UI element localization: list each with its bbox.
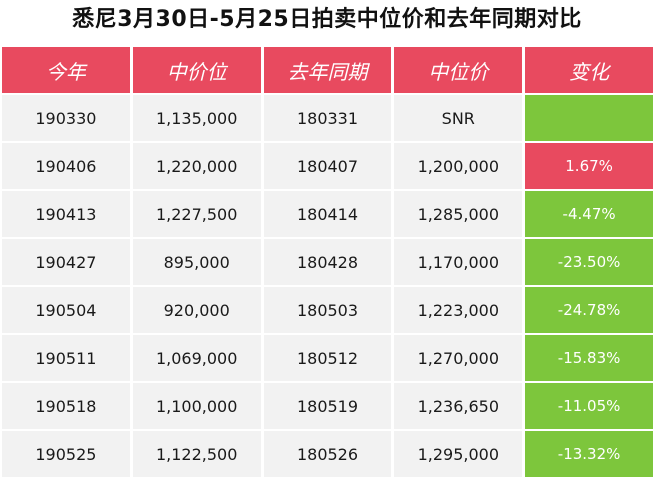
table-row: 190518 1,100,000 180519 1,236,650 -11.05% (2, 383, 653, 429)
comparison-table: 今年 中价位 去年同期 中位价 变化 190330 1,135,000 180331… (0, 45, 654, 479)
table-row: 190330 1,135,000 180331 SNR (2, 95, 653, 141)
cell-change: -15.83% (525, 335, 653, 381)
cell-last-year-median: 1,170,000 (394, 239, 523, 285)
cell-last-year-date: 180428 (263, 239, 392, 285)
cell-this-year-date: 190504 (2, 287, 130, 333)
cell-median-price: 1,069,000 (132, 335, 261, 381)
cell-change: -13.32% (525, 431, 653, 477)
table-body: 190330 1,135,000 180331 SNR 190406 1,220,000 1… (2, 95, 653, 477)
table-row: 190413 1,227,500 180414 1,285,000 -4.47% (2, 191, 653, 237)
cell-last-year-date: 180526 (263, 431, 392, 477)
cell-median-price: 920,000 (132, 287, 261, 333)
cell-change: -24.78% (525, 287, 653, 333)
cell-median-price: 1,100,000 (132, 383, 261, 429)
cell-median-price: 1,227,500 (132, 191, 261, 237)
cell-this-year-date: 190518 (2, 383, 130, 429)
cell-change: -11.05% (525, 383, 653, 429)
cell-last-year-median: SNR (394, 95, 523, 141)
cell-last-year-date: 180503 (263, 287, 392, 333)
cell-this-year-date: 190406 (2, 143, 130, 189)
cell-last-year-median: 1,285,000 (394, 191, 523, 237)
table-row: 190511 1,069,000 180512 1,270,000 -15.83% (2, 335, 653, 381)
header-this-year: 今年 (2, 47, 130, 93)
header-median-price: 中价位 (132, 47, 261, 93)
header-row: 今年 中价位 去年同期 中位价 变化 (2, 47, 653, 93)
cell-last-year-median: 1,223,000 (394, 287, 523, 333)
cell-median-price: 1,122,500 (132, 431, 261, 477)
cell-last-year-median: 1,295,000 (394, 431, 523, 477)
table-row: 190406 1,220,000 180407 1,200,000 1.67% (2, 143, 653, 189)
table-row: 190525 1,122,500 180526 1,295,000 -13.32% (2, 431, 653, 477)
cell-change: -23.50% (525, 239, 653, 285)
cell-this-year-date: 190427 (2, 239, 130, 285)
cell-last-year-date: 180512 (263, 335, 392, 381)
cell-last-year-date: 180414 (263, 191, 392, 237)
cell-last-year-date: 180519 (263, 383, 392, 429)
header-last-year: 去年同期 (263, 47, 392, 93)
cell-median-price: 895,000 (132, 239, 261, 285)
cell-last-year-median: 1,236,650 (394, 383, 523, 429)
table-row: 190427 895,000 180428 1,170,000 -23.50% (2, 239, 653, 285)
cell-this-year-date: 190525 (2, 431, 130, 477)
header-change: 变化 (525, 47, 653, 93)
cell-this-year-date: 190330 (2, 95, 130, 141)
header-last-year-median: 中位价 (394, 47, 523, 93)
cell-median-price: 1,135,000 (132, 95, 261, 141)
cell-this-year-date: 190413 (2, 191, 130, 237)
cell-change (525, 95, 653, 141)
cell-this-year-date: 190511 (2, 335, 130, 381)
cell-last-year-median: 1,270,000 (394, 335, 523, 381)
table-row: 190504 920,000 180503 1,223,000 -24.78% (2, 287, 653, 333)
cell-median-price: 1,220,000 (132, 143, 261, 189)
cell-last-year-median: 1,200,000 (394, 143, 523, 189)
cell-change: 1.67% (525, 143, 653, 189)
cell-change: -4.47% (525, 191, 653, 237)
cell-last-year-date: 180407 (263, 143, 392, 189)
chart-title: 悉尼3月30日-5月25日拍卖中位价和去年同期对比 (72, 7, 582, 32)
cell-last-year-date: 180331 (263, 95, 392, 141)
